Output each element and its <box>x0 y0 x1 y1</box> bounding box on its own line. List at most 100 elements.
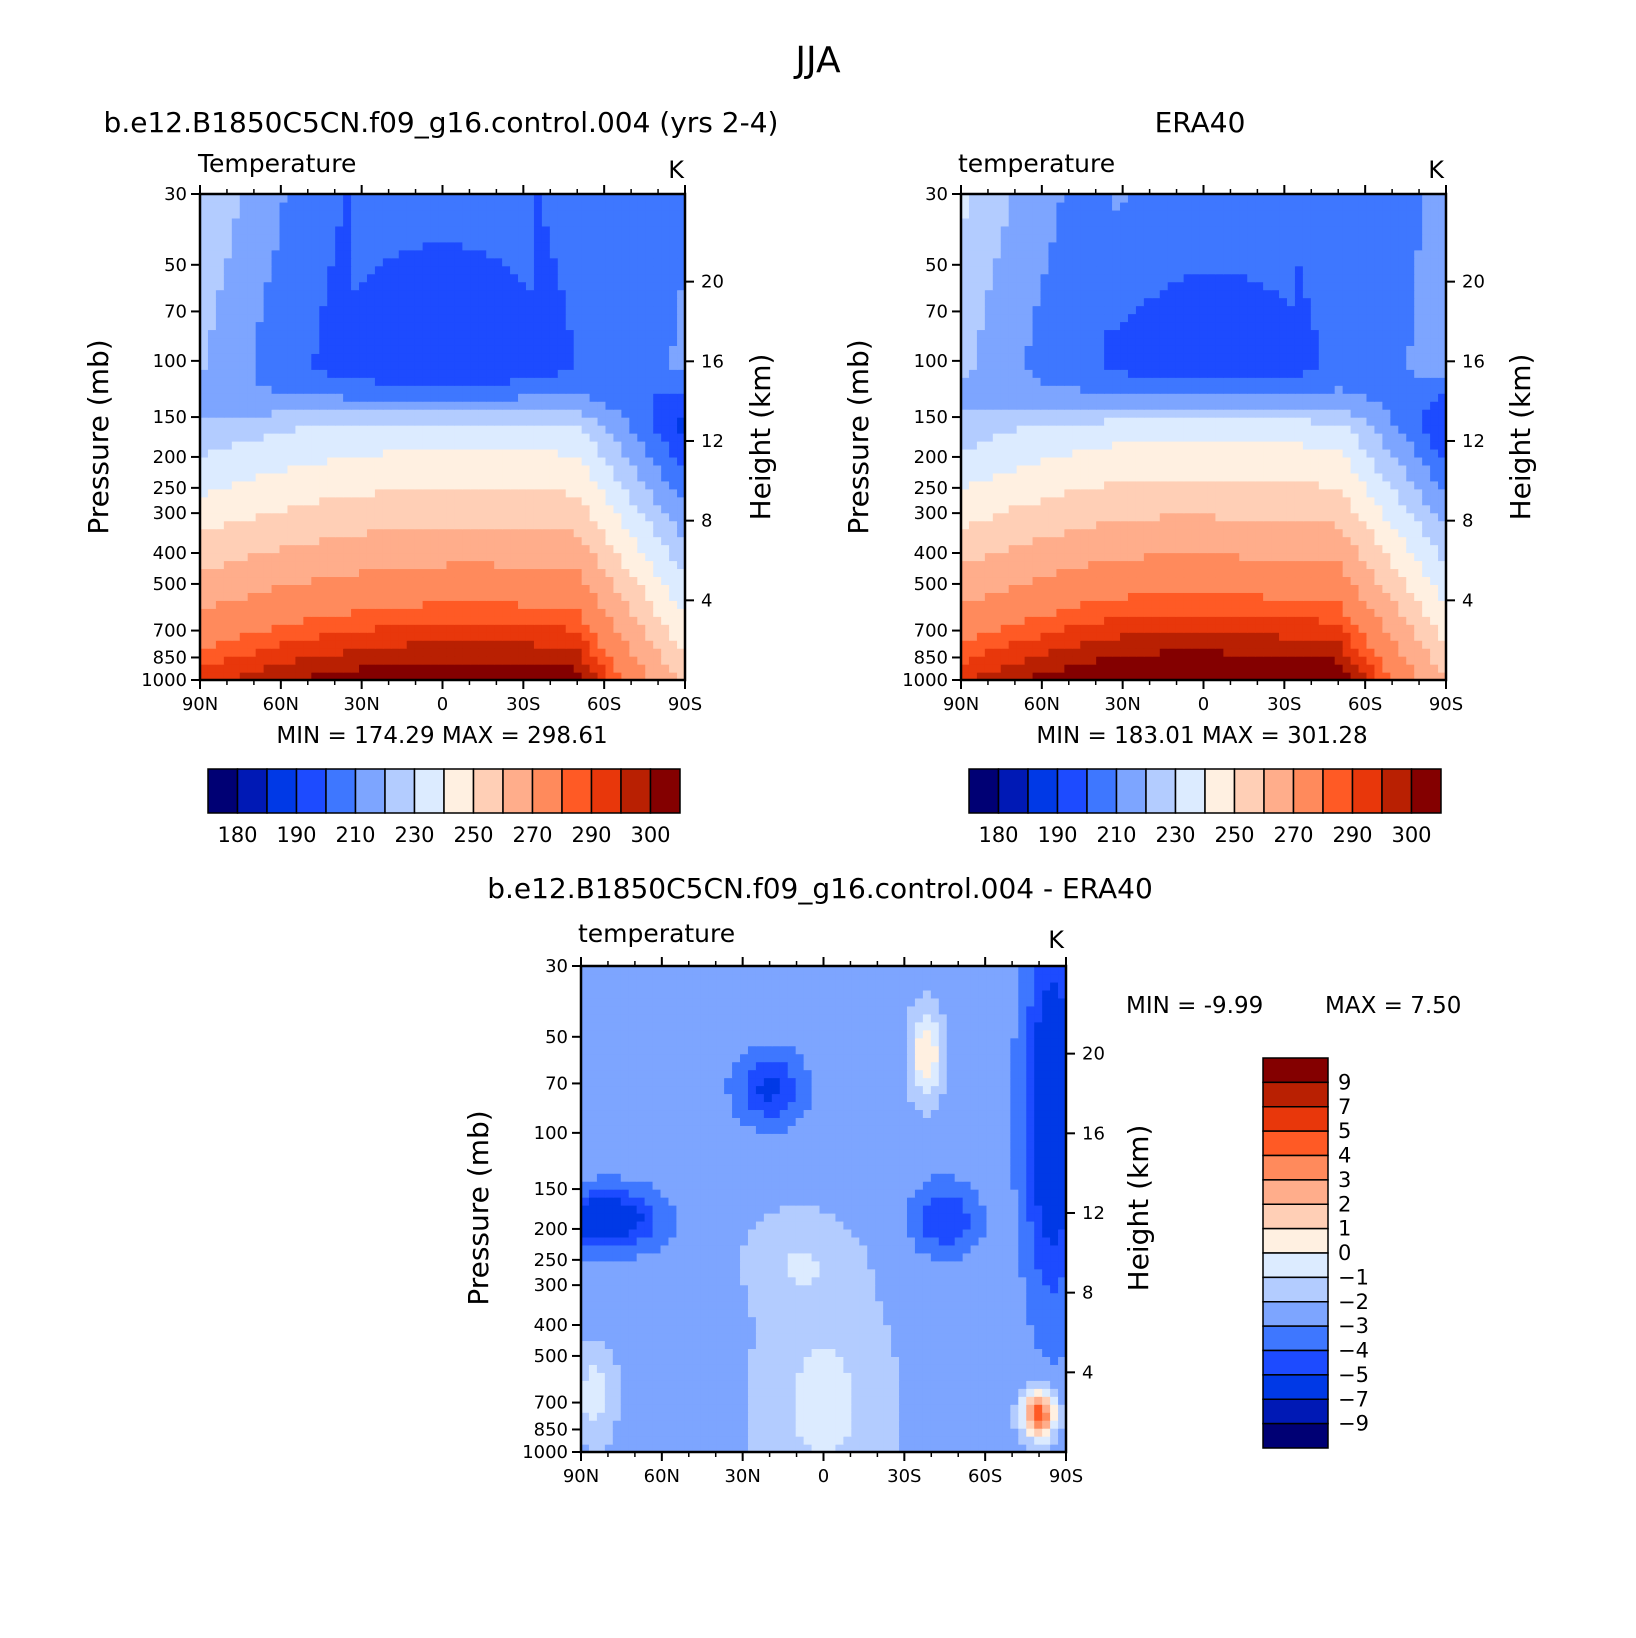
contour-cell <box>1358 656 1368 665</box>
contour-cell <box>287 345 297 354</box>
contour-cell <box>366 568 376 578</box>
contour-cell <box>525 600 535 609</box>
contour-cell <box>653 257 662 267</box>
contour-cell <box>613 321 622 331</box>
contour-cell <box>621 241 630 251</box>
contour-cell <box>454 656 463 665</box>
contour-cell <box>223 672 233 680</box>
contour-cell <box>541 656 551 665</box>
contour-cell <box>573 297 583 307</box>
contour-cell <box>518 472 527 482</box>
contour-cell <box>1008 608 1018 617</box>
contour-cell <box>1104 656 1113 665</box>
contour-cell <box>1438 576 1446 585</box>
contour-cell <box>589 656 599 665</box>
contour-cell <box>1167 536 1177 546</box>
contour-cell <box>366 233 376 243</box>
contour-cell <box>502 194 511 203</box>
contour-cell <box>565 265 575 275</box>
contour-cell <box>1048 552 1058 562</box>
contour-cell <box>414 472 424 482</box>
contour-cell <box>327 488 336 498</box>
contour-cell <box>661 488 670 498</box>
contour-cell <box>462 337 471 346</box>
contour-cell <box>1271 560 1280 570</box>
contour-cell <box>478 369 487 378</box>
contour-cell <box>518 520 527 530</box>
contour-cell <box>573 568 583 578</box>
contour-cell <box>271 361 281 370</box>
contour-cell <box>1366 592 1376 601</box>
contour-cell <box>605 536 615 546</box>
contour-cell <box>1024 600 1034 609</box>
contour-cell <box>1207 672 1217 680</box>
contour-cell <box>1271 672 1280 680</box>
contour-cell <box>1398 656 1407 665</box>
contour-cell <box>565 289 575 299</box>
contour-cell <box>430 568 440 578</box>
contour-cell <box>382 464 392 474</box>
colorbar-label: 300 <box>630 823 670 847</box>
contour-cell <box>613 552 622 562</box>
contour-cell <box>295 417 304 426</box>
contour-cell <box>605 664 615 673</box>
contour-cell <box>319 297 328 307</box>
contour-cell <box>414 504 424 514</box>
contour-cell <box>581 385 591 394</box>
contour-cell <box>247 201 257 211</box>
contour-cell <box>1104 616 1113 625</box>
contour-cell <box>637 377 646 386</box>
contour-cell <box>573 194 583 203</box>
contour-cell <box>597 592 607 601</box>
contour-cell <box>478 592 487 601</box>
contour-cell <box>239 488 249 498</box>
contour-cell <box>597 313 607 323</box>
contour-cell <box>669 664 678 673</box>
contour-cell <box>1231 552 1240 562</box>
contour-cell <box>398 536 408 546</box>
contour-cell <box>239 528 249 538</box>
contour-cell <box>359 504 368 514</box>
contour-cell <box>549 361 559 370</box>
contour-cell <box>406 520 416 530</box>
contour-cell <box>1151 584 1161 593</box>
contour-cell <box>200 608 209 617</box>
contour-cell <box>669 353 678 362</box>
contour-cell <box>1104 672 1113 680</box>
contour-cell <box>669 201 678 211</box>
contour-cell <box>565 361 575 370</box>
contour-cell <box>414 361 424 370</box>
contour-cell <box>454 640 463 649</box>
contour-cell <box>303 385 312 394</box>
contour-cell <box>231 241 241 251</box>
contour-cell <box>446 353 456 362</box>
contour-cell <box>597 337 607 346</box>
contour-cell <box>581 289 591 299</box>
contour-cell <box>1167 648 1177 657</box>
contour-cell <box>470 504 479 514</box>
contour-cell <box>1104 592 1113 601</box>
contour-cell <box>446 377 456 386</box>
contour-cell <box>303 329 312 339</box>
contour-cell <box>1040 544 1050 554</box>
contour-cell <box>1080 536 1089 546</box>
contour-cell <box>589 648 599 657</box>
contour-cell <box>390 616 400 625</box>
contour-cell <box>478 456 487 466</box>
contour-cell <box>1318 608 1328 617</box>
contour-cell <box>374 552 384 562</box>
contour-cell <box>263 297 273 307</box>
contour-cell <box>669 361 678 370</box>
contour-cell <box>335 257 344 267</box>
contour-cell <box>645 273 654 283</box>
contour-cell <box>215 672 225 680</box>
contour-cell <box>382 265 392 275</box>
contour-cell <box>961 616 970 625</box>
contour-cell <box>271 241 281 251</box>
contour-cell <box>422 273 432 283</box>
contour-cell <box>1135 584 1145 593</box>
contour-cell <box>438 297 448 307</box>
contour-cell <box>502 201 511 211</box>
contour-cell <box>335 249 344 259</box>
contour-cell <box>390 568 400 578</box>
